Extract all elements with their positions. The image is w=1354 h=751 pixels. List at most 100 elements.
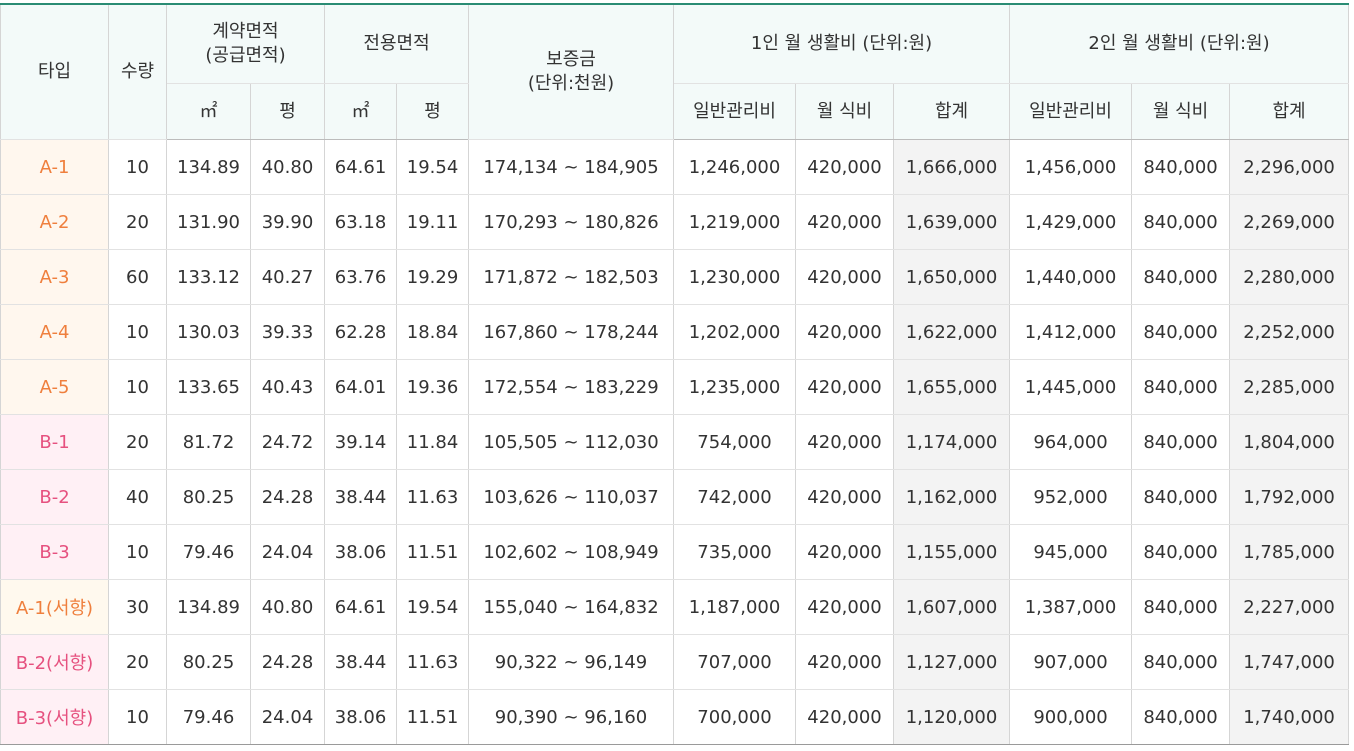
contract-pyeong-cell: 24.04 bbox=[250, 524, 326, 580]
type-cell: B-2(서향) bbox=[0, 634, 109, 690]
type-cell: B-2 bbox=[0, 469, 109, 525]
exclusive-m2-cell: 38.44 bbox=[324, 469, 398, 525]
mgmt-2p-cell: 907,000 bbox=[1009, 634, 1133, 690]
exclusive-m2-cell: 64.01 bbox=[324, 359, 398, 415]
exclusive-pyeong-cell: 11.51 bbox=[396, 524, 470, 580]
exclusive-pyeong-cell: 19.54 bbox=[396, 579, 470, 635]
exclusive-pyeong-cell: 11.51 bbox=[396, 689, 470, 745]
total-1p-cell: 1,650,000 bbox=[893, 249, 1011, 305]
mgmt-1p-cell: 1,219,000 bbox=[673, 194, 797, 250]
meal-2p-cell: 840,000 bbox=[1131, 689, 1231, 745]
table-row: A-1(서향) 30 134.89 40.80 64.61 19.54 155,040 ~ … bbox=[0, 579, 1350, 635]
header-contract-pyeong: 평 bbox=[250, 83, 326, 140]
exclusive-m2-cell: 63.76 bbox=[324, 249, 398, 305]
table-row: B-3(서향) 10 79.46 24.04 38.06 11.51 90,390 ~ 96… bbox=[0, 689, 1350, 745]
meal-2p-cell: 840,000 bbox=[1131, 194, 1231, 250]
qty-cell: 10 bbox=[108, 689, 167, 745]
deposit-cell: 155,040 ~ 164,832 bbox=[468, 579, 675, 635]
mgmt-2p-cell: 945,000 bbox=[1009, 524, 1133, 580]
total-1p-cell: 1,120,000 bbox=[893, 689, 1011, 745]
total-1p-cell: 1,174,000 bbox=[893, 414, 1011, 470]
deposit-cell: 172,554 ~ 183,229 bbox=[468, 359, 675, 415]
table-row: B-2 40 80.25 24.28 38.44 11.63 103,626 ~ 110,0… bbox=[0, 469, 1350, 525]
deposit-cell: 90,322 ~ 96,149 bbox=[468, 634, 675, 690]
contract-m2-cell: 130.03 bbox=[166, 304, 251, 360]
meal-2p-cell: 840,000 bbox=[1131, 249, 1231, 305]
contract-pyeong-cell: 39.90 bbox=[250, 194, 326, 250]
deposit-cell: 170,293 ~ 180,826 bbox=[468, 194, 675, 250]
qty-cell: 10 bbox=[108, 304, 167, 360]
type-cell: A-3 bbox=[0, 249, 109, 305]
type-cell: A-5 bbox=[0, 359, 109, 415]
mgmt-1p-cell: 1,235,000 bbox=[673, 359, 797, 415]
header-total-1p: 합계 bbox=[893, 83, 1011, 140]
table-row: B-2(서향) 20 80.25 24.28 38.44 11.63 90,322 ~ 96… bbox=[0, 634, 1350, 690]
meal-1p-cell: 420,000 bbox=[795, 304, 895, 360]
total-2p-cell: 2,252,000 bbox=[1229, 304, 1350, 360]
exclusive-pyeong-cell: 11.63 bbox=[396, 634, 470, 690]
type-cell: A-1(서향) bbox=[0, 579, 109, 635]
contract-m2-cell: 79.46 bbox=[166, 524, 251, 580]
table-row: A-3 60 133.12 40.27 63.76 19.29 171,872 ~ 182,… bbox=[0, 249, 1350, 305]
meal-1p-cell: 420,000 bbox=[795, 634, 895, 690]
contract-pyeong-cell: 40.27 bbox=[250, 249, 326, 305]
exclusive-pyeong-cell: 19.36 bbox=[396, 359, 470, 415]
meal-1p-cell: 420,000 bbox=[795, 524, 895, 580]
header-qty: 수량 bbox=[108, 4, 167, 140]
deposit-cell: 103,626 ~ 110,037 bbox=[468, 469, 675, 525]
header-total-2p: 합계 bbox=[1229, 83, 1350, 140]
type-cell: A-2 bbox=[0, 194, 109, 250]
contract-m2-cell: 133.12 bbox=[166, 249, 251, 305]
exclusive-m2-cell: 38.06 bbox=[324, 689, 398, 745]
deposit-cell: 105,505 ~ 112,030 bbox=[468, 414, 675, 470]
contract-pyeong-cell: 24.04 bbox=[250, 689, 326, 745]
type-cell: A-4 bbox=[0, 304, 109, 360]
meal-1p-cell: 420,000 bbox=[795, 359, 895, 415]
total-2p-cell: 2,296,000 bbox=[1229, 139, 1350, 195]
total-2p-cell: 1,792,000 bbox=[1229, 469, 1350, 525]
contract-pyeong-cell: 40.80 bbox=[250, 139, 326, 195]
total-1p-cell: 1,655,000 bbox=[893, 359, 1011, 415]
meal-1p-cell: 420,000 bbox=[795, 469, 895, 525]
mgmt-1p-cell: 700,000 bbox=[673, 689, 797, 745]
header-meal-1p: 월 식비 bbox=[795, 83, 895, 140]
exclusive-pyeong-cell: 11.63 bbox=[396, 469, 470, 525]
mgmt-2p-cell: 1,440,000 bbox=[1009, 249, 1133, 305]
total-1p-cell: 1,127,000 bbox=[893, 634, 1011, 690]
exclusive-pyeong-cell: 19.11 bbox=[396, 194, 470, 250]
deposit-cell: 90,390 ~ 96,160 bbox=[468, 689, 675, 745]
table-row: B-1 20 81.72 24.72 39.14 11.84 105,505 ~ 112,0… bbox=[0, 414, 1350, 470]
contract-m2-cell: 133.65 bbox=[166, 359, 251, 415]
mgmt-1p-cell: 707,000 bbox=[673, 634, 797, 690]
total-2p-cell: 1,785,000 bbox=[1229, 524, 1350, 580]
meal-2p-cell: 840,000 bbox=[1131, 634, 1231, 690]
contract-pyeong-cell: 24.72 bbox=[250, 414, 326, 470]
qty-cell: 10 bbox=[108, 139, 167, 195]
exclusive-m2-cell: 64.61 bbox=[324, 579, 398, 635]
meal-1p-cell: 420,000 bbox=[795, 579, 895, 635]
mgmt-2p-cell: 1,412,000 bbox=[1009, 304, 1133, 360]
deposit-cell: 174,134 ~ 184,905 bbox=[468, 139, 675, 195]
contract-m2-cell: 80.25 bbox=[166, 634, 251, 690]
total-1p-cell: 1,666,000 bbox=[893, 139, 1011, 195]
qty-cell: 20 bbox=[108, 414, 167, 470]
mgmt-2p-cell: 1,456,000 bbox=[1009, 139, 1133, 195]
total-1p-cell: 1,639,000 bbox=[893, 194, 1011, 250]
meal-2p-cell: 840,000 bbox=[1131, 304, 1231, 360]
mgmt-2p-cell: 952,000 bbox=[1009, 469, 1133, 525]
exclusive-m2-cell: 63.18 bbox=[324, 194, 398, 250]
mgmt-2p-cell: 1,387,000 bbox=[1009, 579, 1133, 635]
header-type: 타입 bbox=[0, 4, 109, 140]
header-cost-1p: 1인 월 생활비 (단위:원) bbox=[673, 4, 1011, 84]
contract-pyeong-cell: 24.28 bbox=[250, 469, 326, 525]
meal-1p-cell: 420,000 bbox=[795, 249, 895, 305]
mgmt-1p-cell: 1,187,000 bbox=[673, 579, 797, 635]
exclusive-pyeong-cell: 19.29 bbox=[396, 249, 470, 305]
contract-m2-cell: 134.89 bbox=[166, 579, 251, 635]
contract-pyeong-cell: 24.28 bbox=[250, 634, 326, 690]
meal-2p-cell: 840,000 bbox=[1131, 359, 1231, 415]
mgmt-1p-cell: 1,202,000 bbox=[673, 304, 797, 360]
mgmt-1p-cell: 1,230,000 bbox=[673, 249, 797, 305]
total-2p-cell: 2,227,000 bbox=[1229, 579, 1350, 635]
qty-cell: 60 bbox=[108, 249, 167, 305]
